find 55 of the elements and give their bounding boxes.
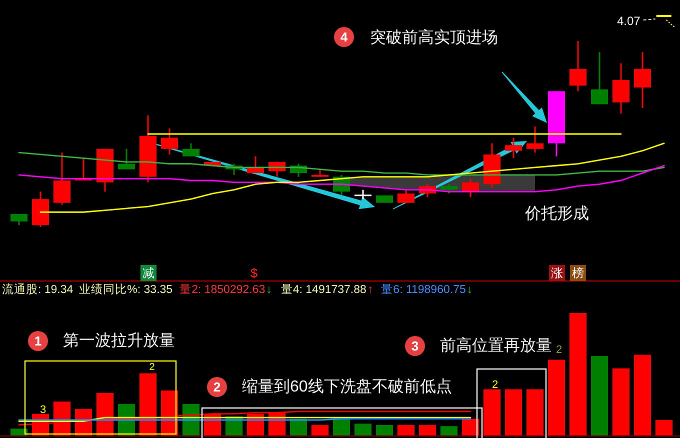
text: 量2: 1850292.63 — [180, 283, 266, 296]
bar — [354, 424, 372, 436]
annotation: 2 — [213, 380, 221, 394]
annotation: 价托形成 — [524, 204, 589, 222]
bar — [548, 360, 565, 436]
text: 流通股: 19.34 — [2, 282, 74, 296]
bar — [333, 418, 350, 436]
text: ↓ — [466, 284, 473, 296]
candlestick — [634, 51, 651, 109]
bar — [398, 424, 414, 436]
text: ↑ — [367, 284, 374, 296]
bar — [440, 426, 458, 436]
candlestick — [462, 178, 479, 198]
annotation: 3 — [411, 338, 419, 354]
candlestick — [247, 156, 264, 174]
bar — [570, 313, 586, 436]
annotation: 3 — [40, 404, 46, 416]
bar — [612, 368, 630, 436]
candlestick — [526, 126, 544, 154]
candlestick — [54, 152, 70, 206]
candlestick — [398, 189, 414, 204]
annotation: 突破前高实顶进场 — [370, 28, 498, 46]
text: $ — [250, 266, 258, 280]
bar — [526, 389, 544, 436]
candlestick — [440, 183, 458, 194]
bar — [591, 356, 608, 436]
text: 业绩同比%: 33.35 — [79, 283, 173, 296]
annotation: 2 — [492, 379, 498, 391]
annotation: 缩量到60线下洗盘不破前低点 — [242, 378, 452, 396]
text: 量6: 1198960.75 — [381, 283, 466, 296]
annotation: 1 — [34, 334, 42, 348]
candlestick — [182, 142, 200, 158]
text: 4.07 — [617, 14, 641, 28]
candlestick — [505, 136, 522, 159]
candlestick — [591, 51, 608, 105]
annotation: 2 — [556, 344, 562, 356]
annotation: 前高位置再放量 — [440, 336, 552, 354]
candlestick — [570, 40, 586, 92]
annotation: 4 — [340, 30, 348, 44]
bar — [419, 424, 436, 436]
text: 量4: 1491737.88 — [280, 283, 366, 296]
bar — [484, 389, 500, 436]
candlestick — [161, 128, 178, 156]
candlestick — [354, 189, 372, 200]
bar — [656, 420, 672, 436]
bar — [376, 424, 393, 436]
annotation: 第一波拉升放量 — [63, 332, 175, 350]
bar — [312, 424, 328, 436]
candlestick — [612, 62, 630, 114]
annotation: 2 — [149, 362, 156, 373]
text: ↓ — [266, 284, 272, 296]
bar — [634, 354, 651, 436]
candlestick — [118, 148, 135, 170]
bar — [290, 418, 307, 436]
bar — [505, 389, 522, 436]
